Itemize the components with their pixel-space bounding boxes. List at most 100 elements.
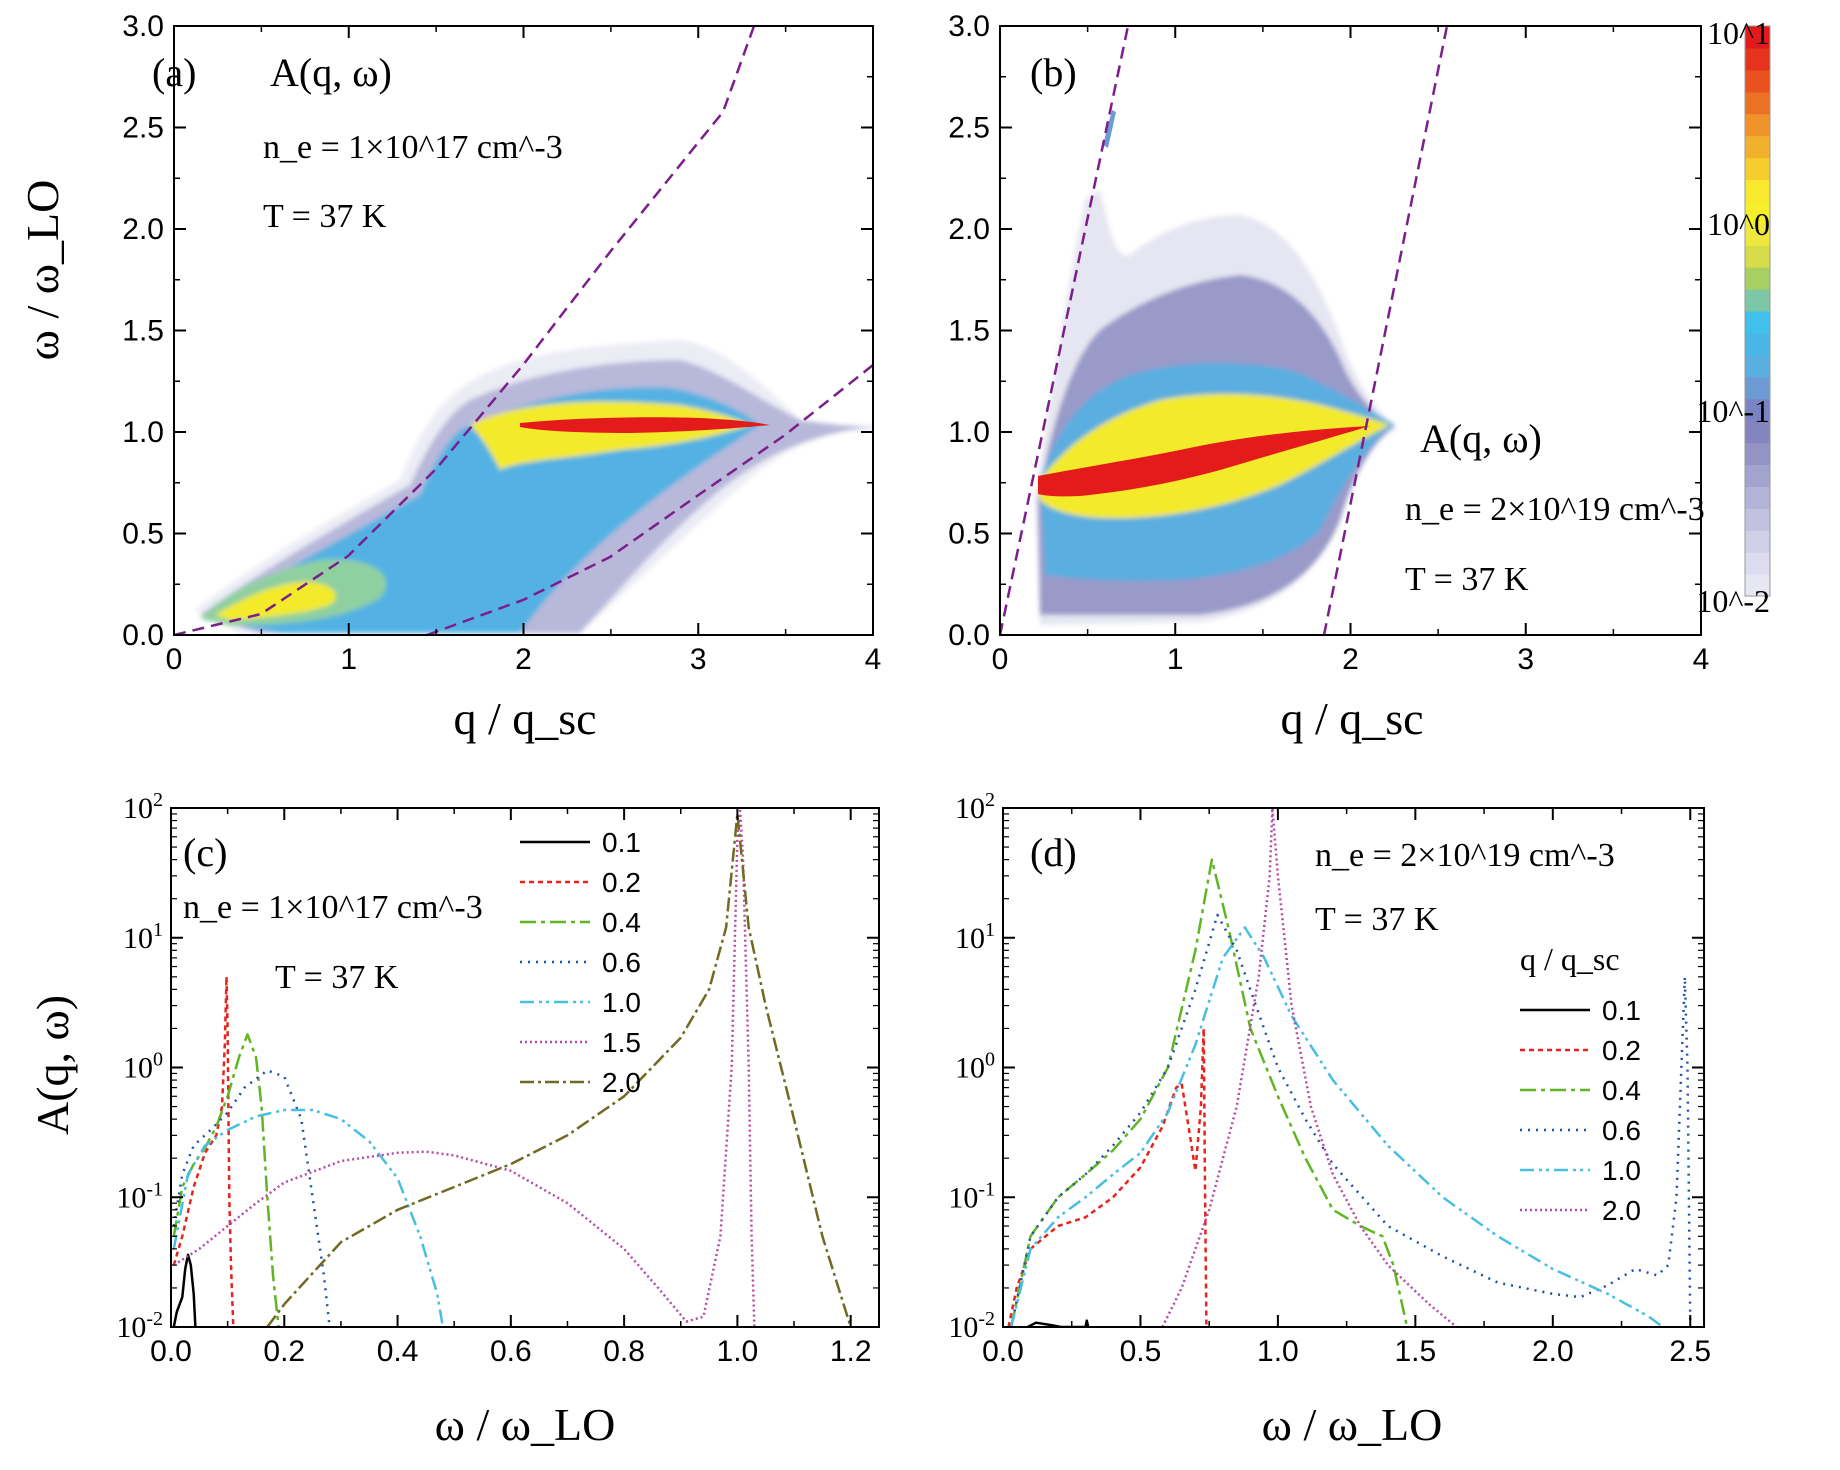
- panel-c-axis-ticks: 0.0 0.2 0.4 0.6 0.8 1.0 1.2 10-2 10-1 100 101 102: [116, 789, 879, 1368]
- panel-c-temperature: T = 37 K: [275, 959, 399, 996]
- ytick-label-a-0.5: 0.5: [122, 518, 164, 551]
- colorbar-level-23: [1745, 69, 1770, 93]
- xtick-label-a-4: 4: [865, 643, 882, 676]
- panel-d-frame: [1002, 807, 1705, 1328]
- panel-c-series: [172, 809, 852, 1327]
- xtick-label-d-2.0: 2.0: [1532, 1335, 1574, 1368]
- ytick-label-b-2.0: 2.0: [948, 213, 990, 246]
- legend-label-d-0.2: 0.2: [1602, 1035, 1641, 1066]
- legend-label-c-0.1: 0.1: [602, 827, 641, 858]
- series-d-q1.0: [1009, 926, 1664, 1327]
- xtick-label-d-0.0: 0.0: [982, 1335, 1024, 1368]
- dashed-boundary-a-lower: [426, 364, 873, 635]
- ytick-label-b-0.5: 0.5: [948, 518, 990, 551]
- panel-b-spectral-density: [1035, 190, 1395, 625]
- xtick-label-d-1.0: 1.0: [1257, 1335, 1299, 1368]
- xtick-label-b-2: 2: [1342, 643, 1359, 676]
- xtick-label-d-2.5: 2.5: [1669, 1335, 1711, 1368]
- panel-d-label: (d): [1030, 830, 1077, 875]
- xtick-label-d-0.5: 0.5: [1120, 1335, 1162, 1368]
- panel-d-density: n_e = 2×10^19 cm^-3: [1315, 837, 1615, 874]
- contour-a-blob-core: [215, 581, 336, 620]
- panel-c-ylabel: A(q, ω): [27, 995, 78, 1135]
- xtick-label-c-1.2: 1.2: [830, 1335, 872, 1368]
- colorbar-level-7: [1745, 420, 1770, 444]
- legend-label-d-0.1: 0.1: [1602, 995, 1641, 1026]
- colorbar-level-12: [1745, 311, 1770, 334]
- xtick-label-a-2: 2: [515, 643, 532, 676]
- xtick-label-a-0: 0: [166, 643, 183, 676]
- colorbar-label-10e-2: 10^-2: [1696, 583, 1770, 619]
- legend-label-d-2.0: 2.0: [1602, 1195, 1641, 1226]
- xtick-label-c-0.2: 0.2: [263, 1335, 305, 1368]
- colorbar-levels: [1745, 26, 1770, 597]
- colorbar-level-21: [1745, 113, 1770, 137]
- ytick-label-d-0: 100: [955, 1049, 995, 1085]
- panel-d-xlabel: ω / ω_LO: [1262, 1399, 1443, 1450]
- ytick-label-b-1.0: 1.0: [948, 416, 990, 449]
- series-d-q0.2: [1007, 1027, 1208, 1327]
- series-c-q0.1: [172, 1253, 197, 1327]
- legend-label-c-1.5: 1.5: [602, 1027, 641, 1058]
- panel-d-legend-title: q / q_sc: [1520, 941, 1620, 977]
- colorbar-frame: [1744, 25, 1771, 597]
- ytick-label-b-2.5: 2.5: [948, 112, 990, 145]
- ytick-label-c-1: 101: [123, 919, 163, 955]
- colorbar-level-5: [1745, 464, 1770, 487]
- xtick-label-b-3: 3: [1517, 643, 1534, 676]
- ytick-label-a-3.0: 3.0: [122, 10, 164, 43]
- contour-b-ridge: [1038, 426, 1370, 497]
- xtick-label-c-0.8: 0.8: [603, 1335, 645, 1368]
- colorbar-level-0: [1745, 574, 1770, 597]
- panel-a: 0 1 2 3 4 0.0 0.5 1.0 1.5 2.0 2.5 3.0 (a) A(q, ω) n…: [17, 10, 882, 744]
- colorbar: 10^1 10^0 10^-1 10^-2: [1696, 15, 1771, 619]
- colorbar-level-4: [1745, 486, 1770, 509]
- colorbar-label-10e-1: 10^-1: [1696, 393, 1770, 429]
- panel-b-density: n_e = 2×10^19 cm^-3: [1405, 491, 1705, 528]
- panel-c: 0.0 0.2 0.4 0.6 0.8 1.0 1.2 10-2 10-1 100 101 102 0…: [27, 789, 880, 1450]
- xtick-label-b-0: 0: [992, 643, 1009, 676]
- ytick-label-c-0: 100: [123, 1049, 163, 1085]
- colorbar-level-22: [1745, 91, 1770, 115]
- legend-label-d-0.6: 0.6: [1602, 1115, 1641, 1146]
- colorbar-level-18: [1745, 179, 1770, 202]
- colorbar-level-11: [1745, 332, 1770, 356]
- colorbar-level-16: [1745, 223, 1770, 246]
- panel-b-label: (b): [1030, 50, 1077, 95]
- dashed-boundary-a-upper: [174, 26, 756, 635]
- ytick-label-d-1: 101: [955, 919, 995, 955]
- series-d-q0.4: [1009, 858, 1409, 1327]
- ytick-label-a-2.0: 2.0: [122, 213, 164, 246]
- panel-a-density: n_e = 1×10^17 cm^-3: [263, 129, 563, 166]
- colorbar-level-20: [1745, 135, 1770, 159]
- dashed-boundary-b-left: [1000, 26, 1130, 635]
- panel-a-label: (a): [152, 50, 196, 95]
- panel-c-density: n_e = 1×10^17 cm^-3: [183, 889, 483, 926]
- panel-c-label: (c): [183, 830, 227, 875]
- contour-a-ridge: [520, 417, 770, 433]
- panel-a-temperature: T = 37 K: [263, 198, 387, 235]
- colorbar-label-10e0: 10^0: [1707, 206, 1770, 242]
- legend-label-c-2.0: 2.0: [602, 1067, 641, 1098]
- xtick-label-c-0.6: 0.6: [490, 1335, 532, 1368]
- panel-b: 0 1 2 3 4 0.0 0.5 1.0 1.5 2.0 2.5 3.0 (b) A(q, ω) n…: [948, 10, 1709, 744]
- colorbar-level-2: [1745, 530, 1770, 553]
- xtick-label-b-4: 4: [1693, 643, 1710, 676]
- xtick-label-b-1: 1: [1167, 643, 1184, 676]
- ytick-label-b-1.5: 1.5: [948, 315, 990, 348]
- colorbar-level-6: [1745, 442, 1770, 466]
- panel-b-heatmap: [1000, 26, 1449, 635]
- colorbar-level-8: [1745, 398, 1770, 422]
- ytick-label-d-2: 102: [955, 789, 995, 825]
- series-c-q0.4: [172, 1033, 280, 1327]
- series-c-q1.5: [173, 809, 756, 1327]
- colorbar-level-14: [1745, 267, 1770, 290]
- panel-a-heatmap: [174, 26, 873, 635]
- panel-a-title: A(q, ω): [270, 50, 392, 95]
- xtick-label-d-1.5: 1.5: [1394, 1335, 1436, 1368]
- colorbar-level-24: [1745, 47, 1770, 71]
- ytick-label-a-1.5: 1.5: [122, 315, 164, 348]
- series-d-q0.1: [1027, 1319, 1090, 1327]
